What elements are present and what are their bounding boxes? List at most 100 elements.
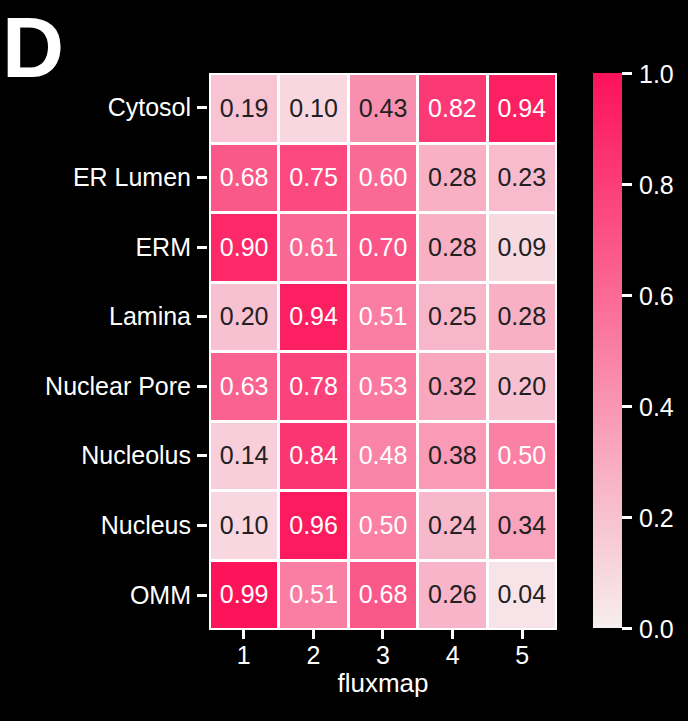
heatmap-cell: 0.43 xyxy=(350,75,416,142)
heatmap-cell: 0.20 xyxy=(211,284,277,351)
x-tick-mark xyxy=(312,630,315,639)
colorbar-tick-mark xyxy=(622,516,632,519)
y-tick-mark xyxy=(197,176,207,179)
y-tick-label: ERM xyxy=(135,233,191,262)
cell-value: 0.10 xyxy=(289,94,338,123)
heatmap-cell: 0.90 xyxy=(211,214,277,281)
cell-value: 0.34 xyxy=(497,511,546,540)
colorbar-tick-label: 1.0 xyxy=(639,60,674,89)
cell-value: 0.43 xyxy=(359,94,408,123)
x-tick-label: 3 xyxy=(376,641,390,670)
cell-value: 0.78 xyxy=(289,372,338,401)
cell-value: 0.90 xyxy=(220,233,269,262)
cell-value: 0.94 xyxy=(497,94,546,123)
y-tick-label: Nucleolus xyxy=(81,441,191,470)
cell-value: 0.25 xyxy=(428,302,477,331)
y-tick: Nucleolus xyxy=(0,421,207,491)
y-tick-label: ER Lumen xyxy=(73,163,191,192)
x-tick: 1 xyxy=(209,630,279,670)
y-tick: OMM xyxy=(0,560,207,630)
heatmap-cell: 0.99 xyxy=(211,562,277,629)
heatmap-cell: 0.28 xyxy=(419,145,485,212)
heatmap-cell: 0.10 xyxy=(211,492,277,559)
x-axis: 12 3 4 5 xyxy=(209,630,557,670)
y-tick: Nucleus xyxy=(0,491,207,561)
heatmap-cell: 0.53 xyxy=(350,353,416,420)
cell-value: 0.38 xyxy=(428,441,477,470)
cell-value: 0.50 xyxy=(497,441,546,470)
cell-value: 0.20 xyxy=(497,372,546,401)
heatmap-cell: 0.94 xyxy=(280,284,346,351)
colorbar-tick-label: 0.0 xyxy=(639,615,674,644)
cell-value: 0.53 xyxy=(359,372,408,401)
y-tick-label: Nuclear Pore xyxy=(45,372,191,401)
y-tick-mark xyxy=(197,454,207,457)
x-tick: 3 xyxy=(348,630,418,670)
colorbar-tick-mark xyxy=(622,72,632,75)
x-tick-label: 5 xyxy=(515,641,529,670)
cell-value: 0.19 xyxy=(220,94,269,123)
colorbar-tick-label: 0.4 xyxy=(639,393,674,422)
heatmap: 0.19 0.10 0.43 0.82 0.94 0.68 0.75 0.60 0.28 0.23… xyxy=(209,73,557,630)
heatmap-cell: 0.38 xyxy=(419,423,485,490)
cell-value: 0.28 xyxy=(428,163,477,192)
cell-value: 0.70 xyxy=(359,233,408,262)
heatmap-cell: 0.82 xyxy=(419,75,485,142)
figure-panel: D CytosolER LumenERMLaminaNuclear PoreNu… xyxy=(0,0,688,721)
y-tick: Lamina xyxy=(0,282,207,352)
cell-value: 0.28 xyxy=(497,302,546,331)
x-tick-label: 4 xyxy=(446,641,460,670)
heatmap-cell: 0.68 xyxy=(211,145,277,212)
heatmap-cell: 0.63 xyxy=(211,353,277,420)
heatmap-cell: 0.32 xyxy=(419,353,485,420)
x-tick-mark xyxy=(521,630,524,639)
y-tick-label: OMM xyxy=(130,581,191,610)
y-axis: CytosolER LumenERMLaminaNuclear PoreNucl… xyxy=(0,73,207,630)
cell-value: 0.20 xyxy=(220,302,269,331)
cell-value: 0.96 xyxy=(289,511,338,540)
y-tick-mark xyxy=(197,385,207,388)
x-tick-label: 2 xyxy=(306,641,320,670)
cell-value: 0.09 xyxy=(497,233,546,262)
heatmap-cell: 0.23 xyxy=(489,145,555,212)
heatmap-cell: 0.26 xyxy=(419,562,485,629)
y-tick: Nuclear Pore xyxy=(0,352,207,422)
cell-value: 0.28 xyxy=(428,233,477,262)
y-tick: ER Lumen xyxy=(0,143,207,213)
heatmap-cell: 0.68 xyxy=(350,562,416,629)
heatmap-cell: 0.78 xyxy=(280,353,346,420)
y-tick-mark xyxy=(197,524,207,527)
cell-value: 0.04 xyxy=(497,580,546,609)
cell-value: 0.24 xyxy=(428,511,477,540)
heatmap-cell: 0.84 xyxy=(280,423,346,490)
colorbar-tick-label: 0.2 xyxy=(639,504,674,533)
colorbar-tick-label: 0.8 xyxy=(639,171,674,200)
heatmap-cell: 0.51 xyxy=(350,284,416,351)
heatmap-cell: 0.14 xyxy=(211,423,277,490)
heatmap-cell: 0.94 xyxy=(489,75,555,142)
heatmap-cell: 0.28 xyxy=(419,214,485,281)
colorbar-tick-mark xyxy=(622,183,632,186)
heatmap-cell: 0.04 xyxy=(489,562,555,629)
heatmap-cell: 0.20 xyxy=(489,353,555,420)
heatmap-cell: 0.19 xyxy=(211,75,277,142)
heatmap-cell: 0.25 xyxy=(419,284,485,351)
x-tick-mark xyxy=(381,630,384,639)
heatmap-cell: 0.10 xyxy=(280,75,346,142)
colorbar-tick-mark xyxy=(622,405,632,408)
cell-value: 0.68 xyxy=(220,163,269,192)
heatmap-cell: 0.75 xyxy=(280,145,346,212)
y-tick-label: Nucleus xyxy=(101,511,191,540)
cell-value: 0.50 xyxy=(359,511,408,540)
y-tick-mark xyxy=(197,246,207,249)
y-tick: ERM xyxy=(0,212,207,282)
cell-value: 0.10 xyxy=(220,511,269,540)
cell-value: 0.32 xyxy=(428,372,477,401)
cell-value: 0.84 xyxy=(289,441,338,470)
cell-value: 0.60 xyxy=(359,163,408,192)
heatmap-cell: 0.50 xyxy=(489,423,555,490)
y-tick-mark xyxy=(197,106,207,109)
y-tick-label: Lamina xyxy=(109,302,191,331)
cell-value: 0.75 xyxy=(289,163,338,192)
cell-value: 0.82 xyxy=(428,94,477,123)
